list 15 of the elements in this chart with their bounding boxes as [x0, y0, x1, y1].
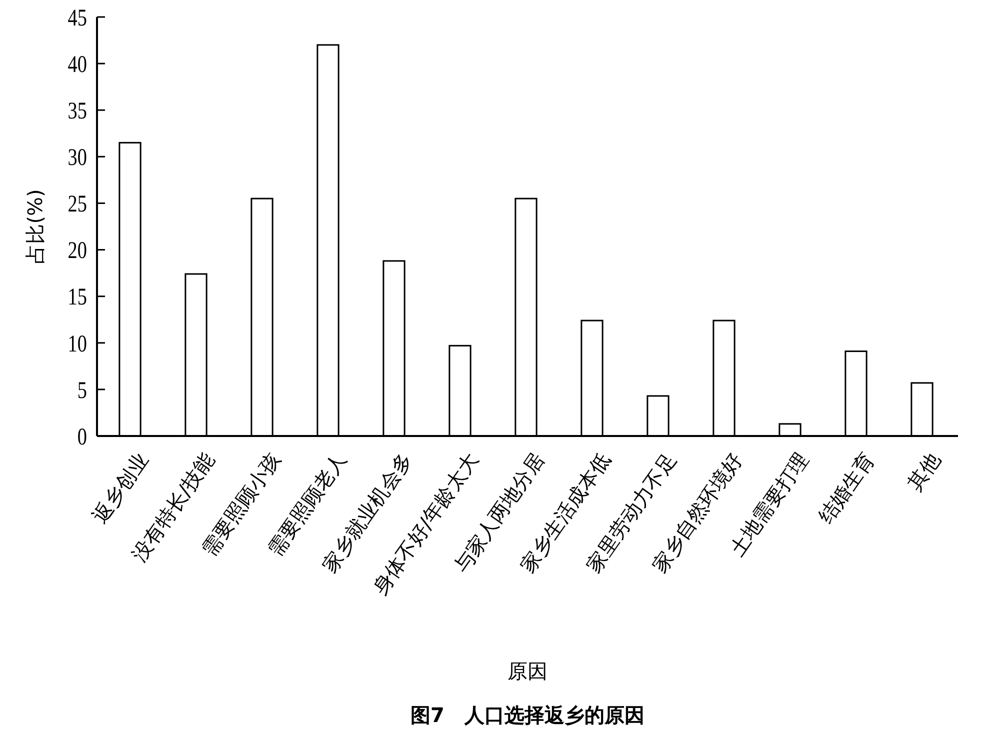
y-tick-label: 20: [68, 237, 88, 264]
x-axis-title: 原因: [508, 659, 548, 683]
y-tick-label: 5: [77, 376, 88, 404]
y-tick-label: 0: [77, 423, 88, 450]
y-axis-title: 占比(%): [23, 189, 47, 264]
y-tick-label: 45: [68, 4, 88, 31]
y-tick-label: 15: [68, 284, 88, 310]
y-tick-label: 40: [68, 50, 88, 78]
text: 图7 人口选择返乡的原因: [410, 703, 644, 727]
y-tick-label: 25: [68, 190, 88, 218]
y-tick-label: 10: [68, 330, 88, 357]
x-tick-label: 结婚生育: [814, 448, 880, 528]
y-tick-label: 35: [68, 98, 88, 124]
y-tick-label: 30: [68, 144, 88, 171]
x-tick-label: 其他: [902, 448, 946, 495]
